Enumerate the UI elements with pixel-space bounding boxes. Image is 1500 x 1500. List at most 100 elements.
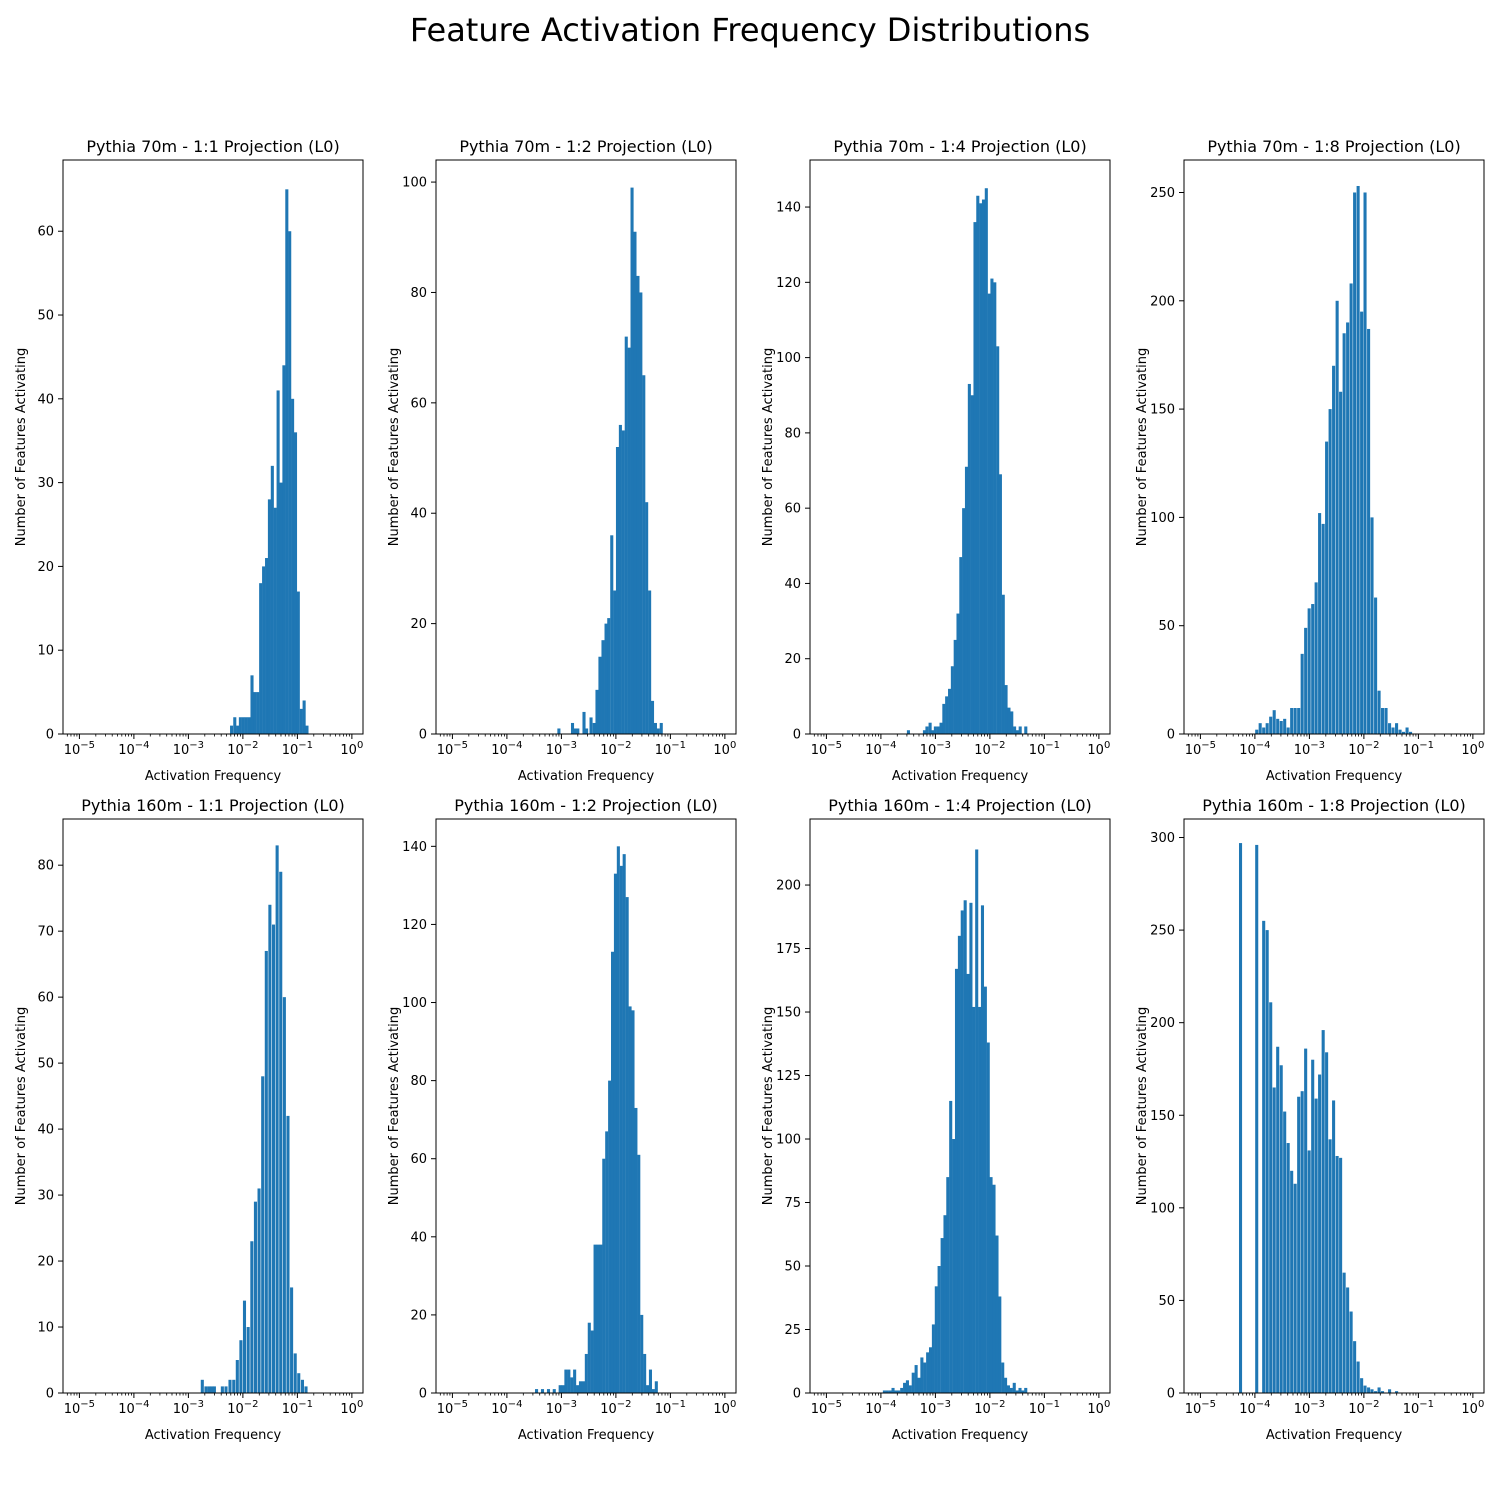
y-tick-label: 200 bbox=[776, 879, 801, 894]
histogram-bar bbox=[1293, 1183, 1297, 1393]
x-tick-label: 10−1 bbox=[1029, 740, 1060, 758]
y-tick-label: 50 bbox=[1158, 1294, 1175, 1309]
bars-group bbox=[230, 189, 309, 734]
histogram-bar bbox=[276, 390, 280, 734]
histogram-bar bbox=[975, 849, 979, 1393]
histogram-bar bbox=[973, 222, 977, 734]
histogram-bar bbox=[1356, 185, 1360, 734]
histogram-bar bbox=[535, 1389, 539, 1393]
histogram-bar bbox=[1342, 333, 1346, 734]
histogram-bar bbox=[1381, 708, 1385, 734]
histogram-bar bbox=[959, 557, 963, 734]
histogram-bar bbox=[293, 432, 298, 734]
histogram-bar bbox=[253, 692, 257, 734]
histogram-bar bbox=[963, 900, 967, 1393]
histogram-bar bbox=[970, 395, 974, 734]
histogram-bar bbox=[610, 535, 614, 734]
histogram-bar bbox=[296, 591, 300, 734]
x-tick-label: 10−3 bbox=[920, 1399, 951, 1417]
histogram-bar bbox=[621, 430, 625, 734]
x-tick-label: 100 bbox=[713, 740, 736, 758]
y-tick-label: 250 bbox=[1150, 924, 1175, 939]
histogram-bar bbox=[634, 1107, 638, 1393]
histogram-bar bbox=[1381, 1391, 1385, 1393]
histogram-bar bbox=[279, 871, 283, 1393]
histogram-bar bbox=[653, 722, 657, 734]
y-tick-label: 200 bbox=[1150, 1016, 1175, 1031]
histogram-bar bbox=[1349, 1311, 1353, 1393]
x-tick-label: 10−5 bbox=[437, 740, 468, 758]
y-axis-label: Number of Features Activating bbox=[1135, 348, 1150, 546]
histogram-bar bbox=[1297, 708, 1301, 734]
histogram-bar bbox=[1353, 1341, 1357, 1393]
axes-frame bbox=[435, 818, 737, 1394]
y-tick-label: 0 bbox=[46, 1387, 54, 1402]
histogram-bar bbox=[1395, 1391, 1399, 1393]
x-tick-label: 10−1 bbox=[1029, 1399, 1060, 1417]
histogram-bar bbox=[282, 997, 286, 1393]
histogram-bar bbox=[926, 1352, 930, 1393]
histogram-bar bbox=[1377, 1387, 1381, 1393]
histogram-bar bbox=[969, 902, 973, 1393]
histogram-bar bbox=[587, 1322, 591, 1393]
histogram-bar bbox=[1346, 1287, 1350, 1393]
histogram-bar bbox=[631, 1010, 635, 1393]
histogram-bar bbox=[928, 1347, 933, 1393]
histogram-bar bbox=[613, 873, 617, 1393]
histogram-bar bbox=[987, 293, 991, 734]
histogram-bar bbox=[576, 728, 580, 734]
histogram-bar bbox=[937, 1266, 941, 1393]
histogram-bar bbox=[1021, 1390, 1025, 1393]
histogram-bar bbox=[957, 935, 961, 1393]
y-axis-label: Number of Features Activating bbox=[14, 1007, 29, 1205]
histogram-bar bbox=[639, 292, 643, 734]
histogram-bar bbox=[931, 730, 935, 734]
histogram-bar bbox=[939, 722, 943, 734]
histogram-bar bbox=[983, 986, 987, 1393]
histogram-bar bbox=[1356, 1361, 1360, 1393]
x-axis-label: Activation Frequency bbox=[145, 769, 282, 784]
histogram-bar bbox=[914, 1365, 918, 1393]
axes-frame bbox=[1183, 818, 1485, 1394]
histogram-panel: 10−5 10−4 10−3 10−2 10−1 100 0 50 100 150 200 250 30… bbox=[1135, 796, 1485, 1443]
x-tick-label: 100 bbox=[1087, 740, 1110, 758]
histogram-bar bbox=[1370, 1389, 1374, 1393]
histogram-panel: 10−5 10−4 10−3 10−2 10−1 100 0 50 100 150 200 250 Py… bbox=[1135, 137, 1485, 784]
histogram-bar bbox=[996, 346, 1000, 734]
histogram-panel: 10−5 10−4 10−3 10−2 10−1 100 0 25 50 75 100 125 150 1… bbox=[761, 796, 1111, 1443]
x-tick-label: 10−2 bbox=[974, 1399, 1005, 1417]
histogram-bar bbox=[1318, 513, 1322, 734]
histogram-bar bbox=[1360, 1378, 1364, 1393]
histogram-bar bbox=[1024, 1387, 1028, 1393]
histogram-bar bbox=[279, 482, 283, 734]
y-tick-label: 200 bbox=[1150, 294, 1175, 309]
panel-title: Pythia 70m - 1:4 Projection (L0) bbox=[833, 137, 1086, 156]
x-tick-label: 10−2 bbox=[600, 1399, 631, 1417]
x-axis-label: Activation Frequency bbox=[892, 769, 1029, 784]
y-tick-label: 50 bbox=[37, 1057, 54, 1072]
y-axis-label: Number of Features Activating bbox=[761, 348, 776, 546]
histogram-bar bbox=[570, 1377, 574, 1393]
histogram-bar bbox=[642, 375, 646, 734]
histogram-bar bbox=[207, 1386, 211, 1393]
histogram-bar bbox=[966, 973, 970, 1393]
histogram-bar bbox=[1018, 726, 1022, 734]
histogram-bar bbox=[640, 1314, 644, 1393]
x-tick-label: 10−4 bbox=[118, 1399, 149, 1417]
histogram-bar bbox=[1279, 721, 1283, 734]
histogram-bar bbox=[204, 1386, 208, 1393]
y-tick-label: 40 bbox=[784, 577, 801, 592]
histogram-bar bbox=[922, 730, 926, 734]
histogram-bar bbox=[268, 904, 272, 1393]
histogram-bar bbox=[1300, 1091, 1304, 1393]
histogram-bar bbox=[585, 728, 589, 734]
histogram-bar bbox=[1255, 729, 1259, 734]
x-tick-label: 10−2 bbox=[1348, 1399, 1379, 1417]
histogram-bar bbox=[1346, 322, 1350, 734]
histogram-bar bbox=[931, 1324, 935, 1393]
histogram-bar bbox=[1304, 627, 1308, 734]
histogram-bar bbox=[953, 639, 957, 734]
histogram-bar bbox=[601, 640, 605, 734]
x-tick-label: 10−1 bbox=[1403, 1399, 1434, 1417]
histogram-bar bbox=[1374, 597, 1378, 734]
